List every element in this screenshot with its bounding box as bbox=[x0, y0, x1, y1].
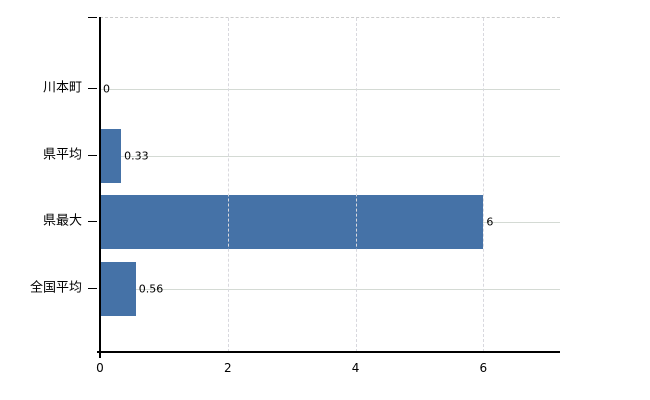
x-tick-label: 2 bbox=[223, 361, 232, 375]
y-axis-line bbox=[99, 17, 101, 358]
axis-tick bbox=[88, 154, 97, 156]
x-tick-label: 4 bbox=[351, 361, 360, 375]
value-label: 0.56 bbox=[138, 282, 164, 296]
bar bbox=[100, 262, 136, 317]
category-label: 川本町 bbox=[42, 80, 82, 96]
category-label: 県最大 bbox=[42, 213, 82, 229]
x-tick-label: 6 bbox=[479, 361, 488, 375]
category-label: 県平均 bbox=[42, 147, 82, 163]
value-label: 0.33 bbox=[124, 149, 149, 163]
bar bbox=[100, 195, 484, 250]
axis-tick bbox=[88, 288, 97, 290]
horizontal-gridline bbox=[100, 155, 560, 157]
value-label: 6 bbox=[486, 215, 494, 229]
axis-tick bbox=[88, 221, 97, 223]
axis-tick bbox=[88, 17, 97, 18]
category-label: 全国平均 bbox=[29, 280, 82, 296]
vertical-gridline bbox=[483, 18, 485, 352]
axis-tick bbox=[88, 88, 97, 89]
x-tick-label: 0 bbox=[96, 361, 104, 375]
value-label: 0 bbox=[103, 82, 110, 96]
horizontal-gridline bbox=[100, 289, 560, 291]
vertical-gridline bbox=[227, 18, 229, 352]
x-axis-line bbox=[97, 351, 560, 353]
vertical-gridline bbox=[355, 18, 357, 352]
horizontal-gridline bbox=[100, 89, 560, 90]
plot-area: 0 0.33 6 0.56 bbox=[100, 17, 560, 352]
bar bbox=[100, 128, 122, 183]
